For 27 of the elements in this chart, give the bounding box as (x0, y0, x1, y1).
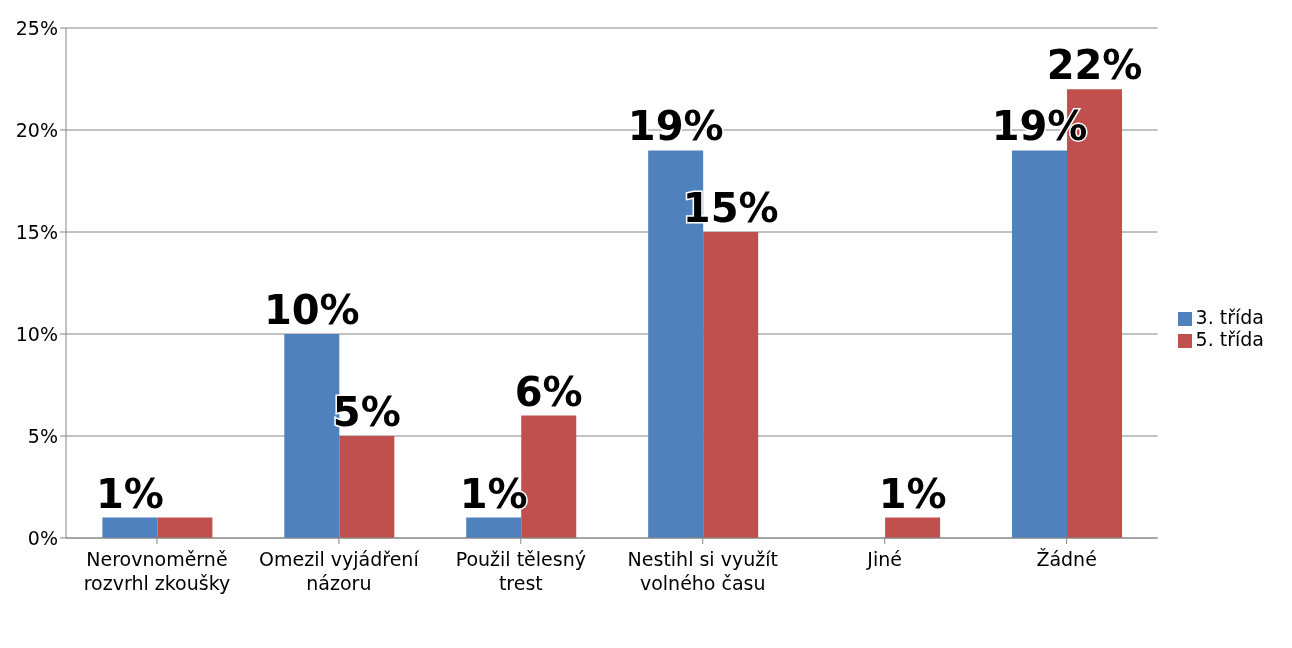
data-label: 1% (95, 470, 164, 517)
data-label: 10% (263, 287, 360, 333)
y-tick-label: 10% (15, 322, 58, 345)
x-tick-label: Nestihl si využít volného času (627, 548, 778, 594)
bar (885, 517, 941, 538)
y-tick-label: 25% (15, 16, 58, 39)
x-tick-label: Nerovnoměrně rozvrhl zkoušky (83, 548, 231, 594)
bar (1012, 150, 1068, 538)
bar (102, 517, 158, 538)
x-tick-label: Použil tělesný trest (455, 548, 586, 594)
y-tick-label: 5% (27, 424, 58, 447)
legend-label: 3. třída (1195, 306, 1264, 328)
bar (703, 232, 759, 538)
bar (157, 517, 213, 538)
y-tick-label: 0% (27, 526, 58, 549)
data-label: 22% (1046, 42, 1143, 89)
bar (339, 436, 395, 538)
data-label: 6% (514, 368, 583, 415)
y-tick-label: 20% (15, 118, 58, 141)
data-label: 1% (878, 470, 947, 517)
data-label: 19% (627, 103, 724, 150)
x-tick-label: Jiné (866, 548, 902, 570)
x-tick-label: Omezil vyjádření názoru (259, 548, 420, 594)
bar (466, 517, 522, 538)
x-tick-label: Žádné (1036, 548, 1097, 570)
legend-label: 5. třída (1195, 328, 1264, 350)
y-tick-label: 15% (15, 220, 58, 243)
